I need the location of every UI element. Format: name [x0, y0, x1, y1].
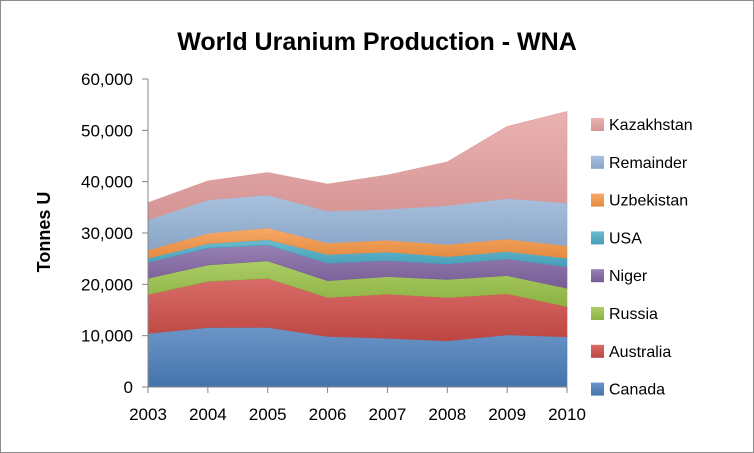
legend-swatch-niger: [591, 269, 604, 283]
area-kazakhstan: [147, 111, 568, 221]
chart-title: World Uranium Production - WNA: [177, 28, 577, 56]
legend-label-usa: USA: [609, 230, 642, 247]
legend-swatch-australia: [591, 344, 604, 358]
x-tick-label: 2004: [189, 405, 227, 424]
legend-label-australia: Australia: [609, 344, 671, 361]
x-tick-label: 2009: [488, 405, 526, 424]
y-tick-label: 0: [124, 378, 133, 397]
x-axis-ticks: 2003 2004 2005 2006 2007 2008 2009 2010: [129, 387, 586, 424]
legend-label-canada: Canada: [609, 382, 665, 399]
y-axis-ticks: 0 10,000 20,000 30,000 40,000 50,000 60,000: [81, 70, 148, 397]
y-tick-label: 60,000: [81, 70, 133, 89]
y-tick-label: 10,000: [81, 327, 133, 346]
legend-swatch-russia: [591, 307, 604, 320]
x-tick-label: 2008: [428, 405, 466, 424]
y-tick-label: 40,000: [81, 173, 133, 192]
series-areas: [147, 111, 568, 388]
legend-label-uzbekistan: Uzbekistan: [609, 193, 688, 210]
x-tick-label: 2003: [129, 405, 167, 424]
y-tick-label: 30,000: [81, 224, 133, 243]
legend: Kazakhstan Remainder Uzbekistan USA Niger Rus…: [591, 117, 693, 399]
x-tick-label: 2010: [548, 405, 586, 424]
legend-swatch-kazakhstan: [591, 118, 604, 131]
x-tick-label: 2005: [249, 405, 287, 424]
legend-label-remainder: Remainder: [609, 155, 688, 172]
y-axis-label: Tonnes U: [34, 192, 54, 273]
legend-swatch-usa: [591, 231, 604, 245]
legend-label-kazakhstan: Kazakhstan: [609, 117, 693, 134]
legend-label-niger: Niger: [609, 268, 648, 285]
y-tick-label: 50,000: [81, 121, 133, 140]
legend-label-russia: Russia: [609, 306, 658, 323]
legend-swatch-remainder: [591, 155, 604, 169]
legend-swatch-uzbekistan: [591, 193, 604, 207]
y-tick-label: 20,000: [81, 275, 133, 294]
legend-swatch-canada: [591, 382, 604, 396]
x-tick-label: 2007: [369, 405, 407, 424]
x-tick-label: 2006: [309, 405, 347, 424]
